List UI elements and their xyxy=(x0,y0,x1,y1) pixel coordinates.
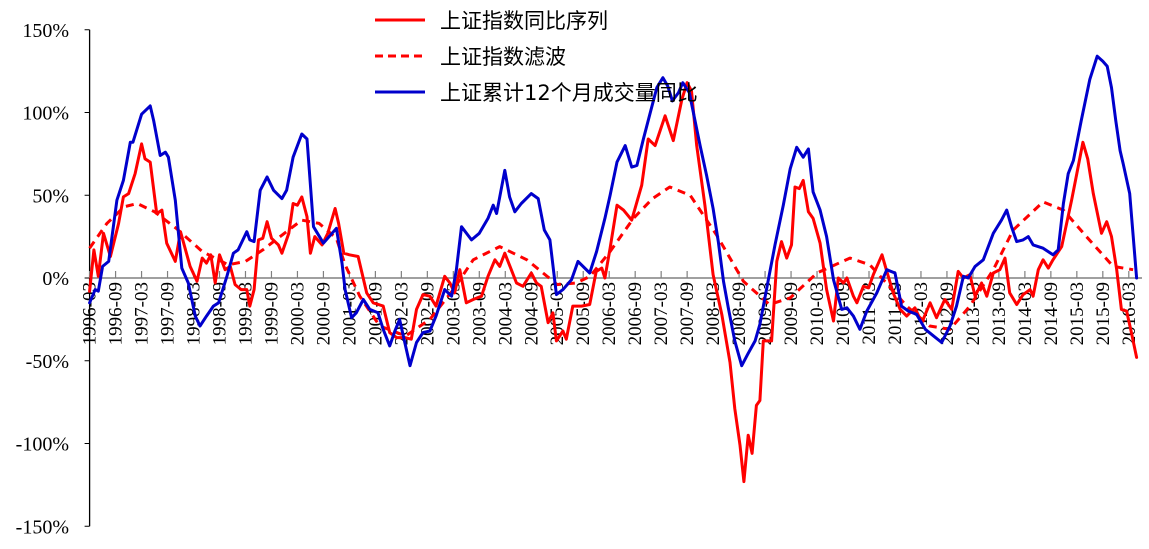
x-tick-label: 2014-09 xyxy=(1041,282,1062,345)
x-tick-label: 2003-09 xyxy=(469,282,490,345)
plot-lines xyxy=(88,54,1139,484)
x-tick-label: 2001-09 xyxy=(365,282,386,345)
y-tick-label: -100% xyxy=(16,434,69,456)
x-tick-label: 1997-09 xyxy=(158,282,179,345)
x-tick-label: 1996-03 xyxy=(80,282,101,345)
series-line-volume-yoy xyxy=(88,54,1139,368)
y-tick-label: -50% xyxy=(26,351,69,373)
x-tick-label: 2006-03 xyxy=(599,282,620,345)
x-tick-label: 2015-03 xyxy=(1067,282,1088,345)
y-tick-label: 100% xyxy=(22,103,69,125)
x-tick-label: 2005-03 xyxy=(547,282,568,345)
y-tick-label: 50% xyxy=(32,185,69,207)
x-tick-label: 2008-09 xyxy=(729,282,750,345)
y-tick-label: -150% xyxy=(16,516,69,538)
legend-label-index-yoy: 上证指数同比序列 xyxy=(440,9,608,33)
x-tick-label: 2000-03 xyxy=(287,282,308,345)
x-tick-label: 2000-09 xyxy=(313,282,334,345)
legend-label-volume-yoy: 上证累计12个月成交量同比 xyxy=(440,81,698,105)
x-tick-label: 2015-09 xyxy=(1093,282,1114,345)
x-tick-label: 2009-03 xyxy=(755,282,776,345)
x-tick-label: 2004-03 xyxy=(495,282,516,345)
y-axis: 150% 100% 50% 0% -50% -100% -150% xyxy=(16,20,91,538)
x-tick-label: 1997-03 xyxy=(132,282,153,345)
x-tick-label: 2005-09 xyxy=(573,282,594,345)
x-tick-label: 2009-09 xyxy=(781,282,802,345)
y-tick-label: 150% xyxy=(22,20,69,42)
x-tick-label: 1999-09 xyxy=(261,282,282,345)
series-line-index-filter xyxy=(88,185,1134,338)
x-tick-label: 2006-09 xyxy=(625,282,646,345)
legend-label-index-filter: 上证指数滤波 xyxy=(440,45,566,69)
x-tick-label: 2010-03 xyxy=(807,282,828,345)
x-tick-label: 1998-09 xyxy=(210,282,231,345)
legend: 上证指数同比序列 上证指数滤波 上证累计12个月成交量同比 xyxy=(375,9,698,105)
y-tick-label: 0% xyxy=(42,268,69,290)
x-tick-label: 2013-09 xyxy=(989,282,1010,345)
x-tick-label: 1996-09 xyxy=(106,282,127,345)
x-tick-label: 2016-03 xyxy=(1119,282,1140,345)
x-tick-label: 2004-09 xyxy=(521,282,542,345)
x-tick-label: 2007-09 xyxy=(677,282,698,345)
x-tick-label: 2013-03 xyxy=(963,282,984,345)
x-tick-label: 2007-03 xyxy=(651,282,672,345)
